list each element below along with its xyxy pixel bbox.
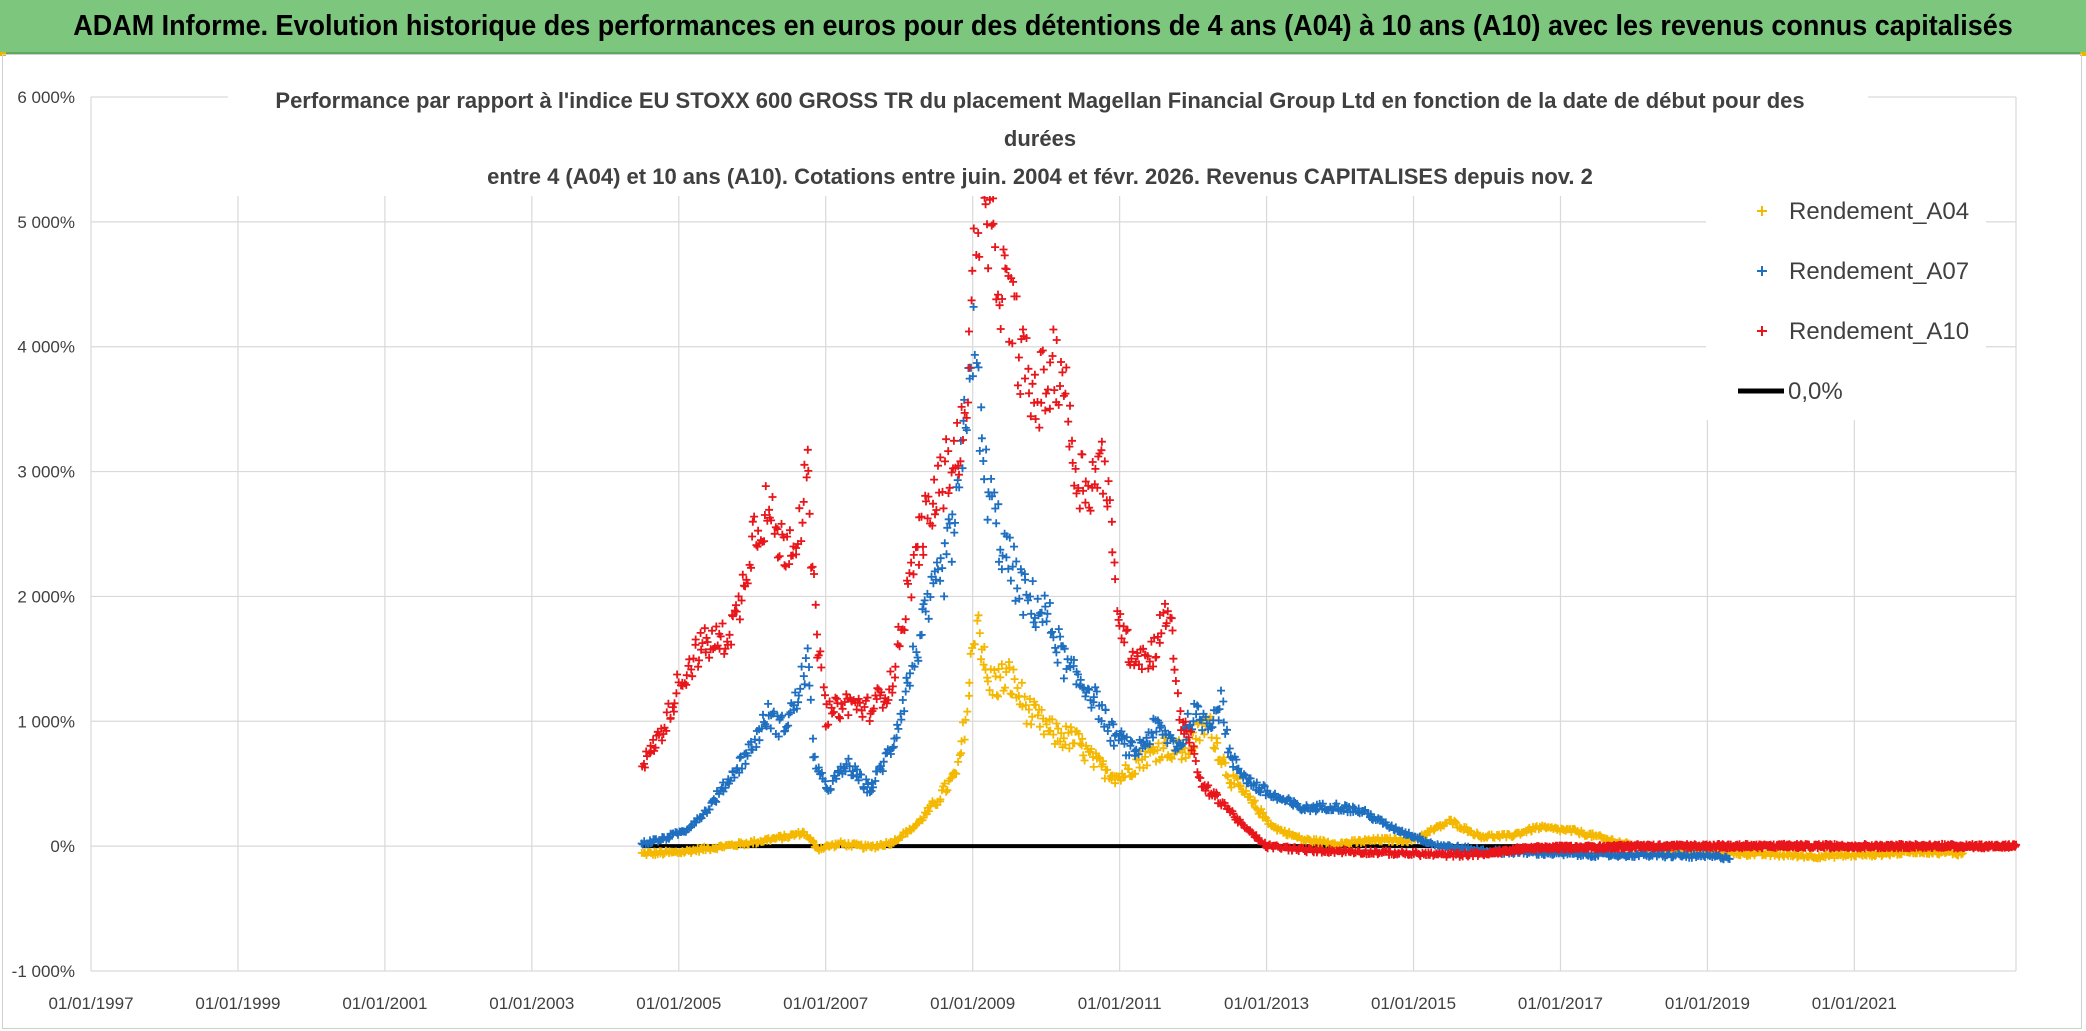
legend-box xyxy=(1706,190,1986,420)
x-tick-label: 01/01/2015 xyxy=(1371,994,1456,1013)
chart-title-line: entre 4 (A04) et 10 ans (A10). Cotations… xyxy=(487,164,1593,189)
chart-title-line: Performance par rapport à l'indice EU ST… xyxy=(275,88,1804,113)
y-tick-label: 2 000% xyxy=(17,587,75,606)
x-tick-label: 01/01/2013 xyxy=(1224,994,1309,1013)
report-banner xyxy=(0,0,2086,54)
chart-title-line: durées xyxy=(1004,126,1076,151)
y-tick-label: 3 000% xyxy=(17,463,75,482)
series-rendement-a10-tail xyxy=(1482,840,2021,859)
legend-label: Rendement_A04 xyxy=(1789,198,1969,225)
y-tick-label: -1 000% xyxy=(12,962,75,981)
legend-plus-marker xyxy=(1757,326,1767,336)
x-tick-label: 01/01/2003 xyxy=(489,994,574,1013)
x-tick-label: 01/01/2001 xyxy=(342,994,427,1013)
x-tick-label: 01/01/2009 xyxy=(930,994,1015,1013)
series-rendement-a04 xyxy=(637,611,1967,863)
x-tick-label: 01/01/2011 xyxy=(1078,994,1162,1013)
legend-label: Rendement_A10 xyxy=(1789,318,1969,345)
x-tick-label: 01/01/2005 xyxy=(636,994,721,1013)
y-tick-label: 4 000% xyxy=(17,338,75,357)
y-tick-label: 6 000% xyxy=(17,88,75,107)
legend-plus-marker xyxy=(1757,206,1767,216)
report-title: ADAM Informe. Evolution historique des p… xyxy=(73,10,2013,42)
chart-title-background xyxy=(228,78,1868,196)
chart-frame xyxy=(2,54,2082,1029)
y-tick-label: 5 000% xyxy=(17,213,75,232)
legend-label: Rendement_A07 xyxy=(1789,258,1969,285)
x-tick-label: 01/01/2007 xyxy=(783,994,868,1013)
x-tick-label: 01/01/2017 xyxy=(1518,994,1603,1013)
x-tick-label: 01/01/1997 xyxy=(48,994,133,1013)
x-tick-label: 01/01/1999 xyxy=(195,994,280,1013)
x-tick-label: 01/01/2019 xyxy=(1665,994,1750,1013)
legend-plus-marker xyxy=(1757,266,1767,276)
corner-accent-right xyxy=(2080,52,2086,56)
series-rendement-a07 xyxy=(637,302,1734,864)
y-tick-label: 1 000% xyxy=(17,712,75,731)
legend-label: 0,0% xyxy=(1788,378,1843,405)
x-tick-label: 01/01/2021 xyxy=(1812,994,1897,1013)
y-tick-label: 0% xyxy=(50,837,75,856)
